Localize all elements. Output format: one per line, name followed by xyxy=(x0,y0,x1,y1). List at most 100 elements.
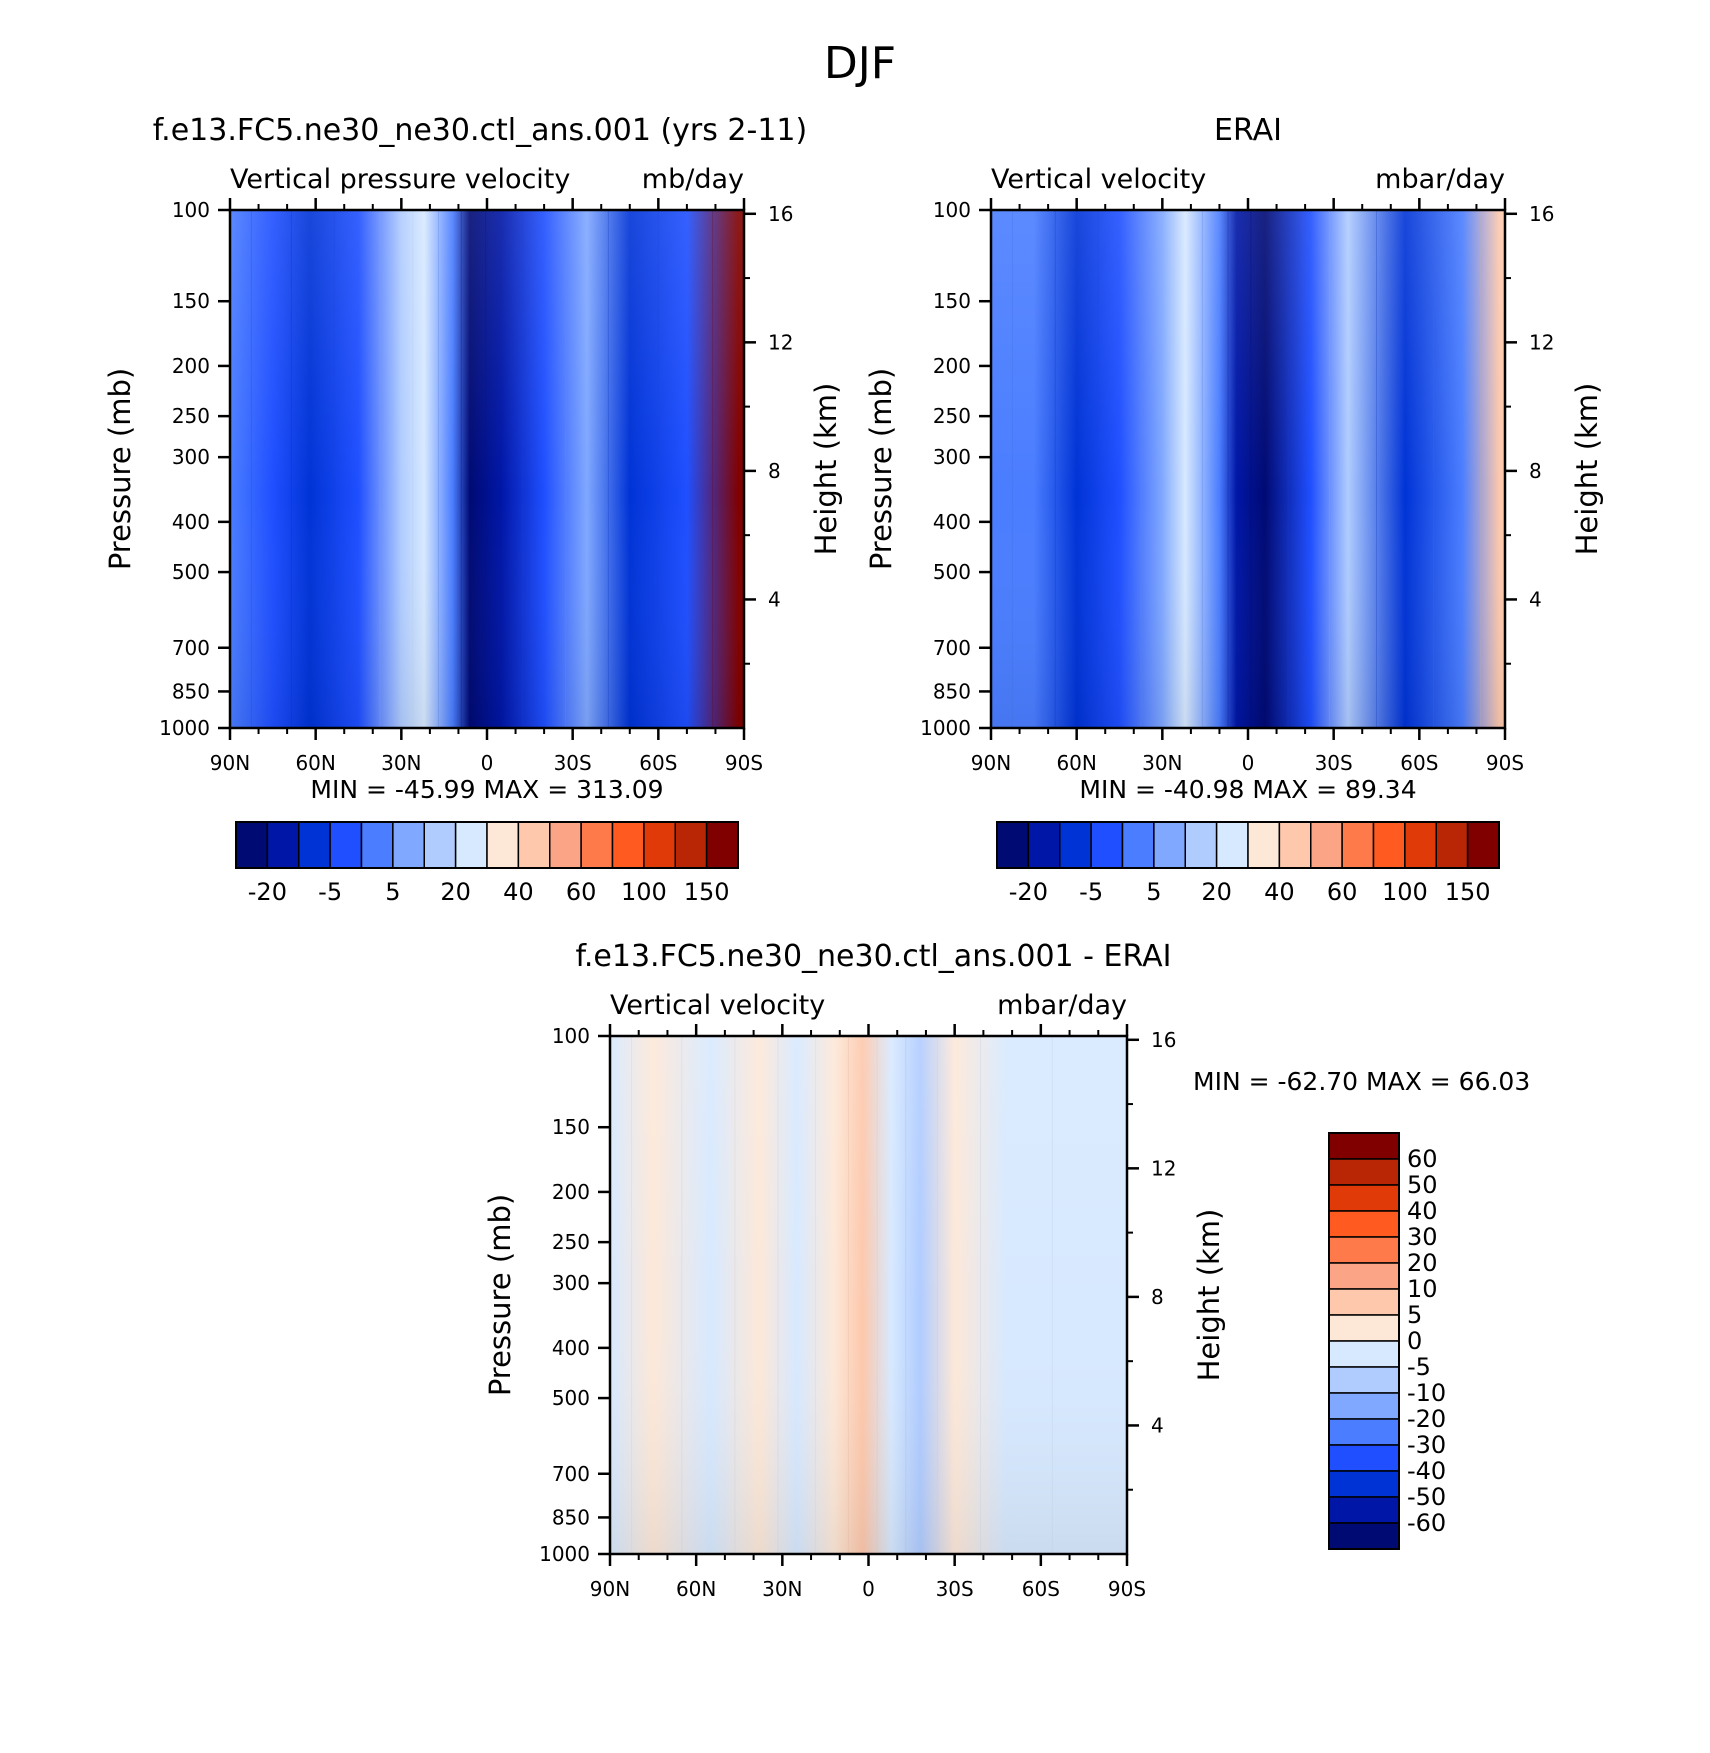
y-tick-label: 850 xyxy=(933,679,971,703)
right-label: mbar/day xyxy=(1375,164,1505,195)
contour-shading xyxy=(230,210,744,728)
colorbar-label: 60 xyxy=(566,878,597,906)
colorbar-swatch xyxy=(580,821,614,869)
x-tick-label: 0 xyxy=(862,1577,875,1601)
x-tick-label: 30S xyxy=(1315,751,1353,775)
colorbar-swatch xyxy=(1328,1288,1400,1316)
colorbar-frame xyxy=(235,821,739,869)
y2-tick-label: 12 xyxy=(768,330,793,354)
x-tick-label: 90N xyxy=(971,751,1011,775)
colorbar-swatch xyxy=(1341,821,1375,869)
colorbar-label: 60 xyxy=(1407,1145,1438,1173)
left-label: Vertical velocity xyxy=(610,990,825,1021)
y-tick-label: 200 xyxy=(552,1180,590,1204)
colorbar-swatch xyxy=(454,821,488,869)
y2-tick-label: 4 xyxy=(768,587,781,611)
colorbar-swatch xyxy=(1435,821,1469,869)
colorbar-label: 20 xyxy=(1407,1249,1438,1277)
colorbar-swatch xyxy=(1328,1392,1400,1420)
y-tick-label: 400 xyxy=(933,510,971,534)
x-tick-label: 60N xyxy=(1056,751,1096,775)
contour-shading xyxy=(610,1036,1127,1554)
colorbar-label: -60 xyxy=(1407,1509,1446,1537)
colorbar-label: -10 xyxy=(1407,1379,1446,1407)
colorbar-swatch xyxy=(266,821,300,869)
x-tick-label: 0 xyxy=(1242,751,1255,775)
y-tick-label: 200 xyxy=(172,354,210,378)
colorbar-swatch xyxy=(1328,1184,1400,1212)
colorbar-swatch xyxy=(1328,1496,1400,1524)
x-tick-label: 90S xyxy=(1486,751,1524,775)
colorbar-label: 20 xyxy=(440,878,471,906)
y-tick-label: 150 xyxy=(172,289,210,313)
colorbar-swatch xyxy=(486,821,520,869)
y-tick-label: 850 xyxy=(172,679,210,703)
colorbar-label: 5 xyxy=(1407,1301,1422,1329)
x-tick-label: 90N xyxy=(210,751,250,775)
y-tick-label: 300 xyxy=(933,445,971,469)
y-tick-label: 700 xyxy=(933,636,971,660)
colorbar-label: 100 xyxy=(621,878,667,906)
colorbar-swatch xyxy=(1404,821,1437,869)
x-tick-label: 90S xyxy=(725,751,763,775)
y-tick-label: 1000 xyxy=(159,716,210,740)
panel-title: ERAI xyxy=(1214,113,1282,148)
colorbar-swatch xyxy=(1328,1132,1400,1160)
left-label: Vertical velocity xyxy=(991,164,1206,195)
panel-difference: f.e13.FC5.ne30_ne30.ctl_ans.001 - ERAI Ve… xyxy=(483,939,1530,1601)
y2-tick-label: 12 xyxy=(1529,330,1554,354)
colorbar-swatch xyxy=(1184,821,1218,869)
colorbar-frame xyxy=(1328,1132,1400,1550)
x-tick-label: 60N xyxy=(295,751,335,775)
colorbar-label: 50 xyxy=(1407,1171,1438,1199)
colorbar-label: 60 xyxy=(1327,878,1358,906)
colorbar-swatch xyxy=(1328,1236,1400,1264)
colorbar-label: -20 xyxy=(1009,878,1048,906)
y2-axis-label: Height (km) xyxy=(1192,1209,1226,1382)
y-tick-label: 300 xyxy=(172,445,210,469)
y-tick-label: 500 xyxy=(552,1386,590,1410)
y-axis-label: Pressure (mb) xyxy=(103,368,137,570)
right-label: mbar/day xyxy=(997,990,1127,1021)
colorbar-swatch xyxy=(1247,821,1281,869)
x-tick-label: 30S xyxy=(554,751,592,775)
stats-text: MIN = -45.99 MAX = 313.09 xyxy=(310,775,663,804)
colorbar-swatch xyxy=(1310,821,1343,869)
x-tick-label: 60S xyxy=(1400,751,1438,775)
colorbar-swatch xyxy=(1278,821,1312,869)
colorbar-swatch xyxy=(549,821,582,869)
colorbar-label: 10 xyxy=(1407,1275,1438,1303)
y-tick-label: 150 xyxy=(552,1115,590,1139)
colorbar-label: 40 xyxy=(503,878,534,906)
colorbar-swatch xyxy=(1059,821,1092,869)
colorbar-swatch xyxy=(1328,1340,1400,1368)
colorbar-frame xyxy=(996,821,1500,869)
colorbar-label: -5 xyxy=(1079,878,1103,906)
colorbar-swatch xyxy=(1328,1470,1400,1498)
y-tick-label: 300 xyxy=(552,1271,590,1295)
y2-tick-label: 4 xyxy=(1151,1413,1164,1437)
y-tick-label: 700 xyxy=(552,1462,590,1486)
colorbar-label: 5 xyxy=(1146,878,1161,906)
y2-tick-label: 16 xyxy=(1151,1028,1176,1052)
colorbar-swatch xyxy=(1215,821,1249,869)
y-tick-label: 250 xyxy=(552,1230,590,1254)
x-tick-label: 0 xyxy=(481,751,494,775)
colorbar-label: -30 xyxy=(1407,1431,1446,1459)
colorbar-swatch xyxy=(1328,1444,1400,1472)
y2-tick-label: 8 xyxy=(768,459,781,483)
y2-tick-label: 12 xyxy=(1151,1156,1176,1180)
colorbar-swatch xyxy=(1372,821,1406,869)
colorbar-label: -50 xyxy=(1407,1483,1446,1511)
colorbar-label: 150 xyxy=(684,878,730,906)
colorbar-swatch xyxy=(1328,1522,1400,1550)
y-tick-label: 250 xyxy=(933,404,971,428)
y-tick-label: 100 xyxy=(933,198,971,222)
colorbar-swatch xyxy=(423,821,457,869)
stats-text: MIN = -40.98 MAX = 89.34 xyxy=(1079,775,1416,804)
colorbar-swatch xyxy=(705,821,739,869)
y2-tick-label: 8 xyxy=(1151,1285,1164,1309)
y-tick-label: 400 xyxy=(172,510,210,534)
colorbar-label: -40 xyxy=(1407,1457,1446,1485)
y2-tick-label: 16 xyxy=(1529,202,1554,226)
